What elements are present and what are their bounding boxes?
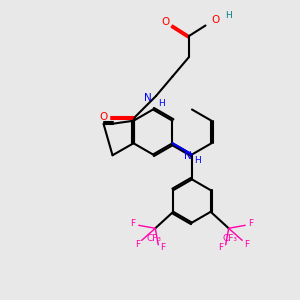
Text: N: N — [184, 152, 192, 161]
Text: CF₃: CF₃ — [146, 234, 161, 243]
Text: F: F — [244, 240, 249, 249]
Text: H: H — [194, 156, 201, 165]
Text: H: H — [225, 11, 231, 20]
Text: CF₃: CF₃ — [223, 234, 238, 243]
Text: F: F — [219, 243, 224, 252]
Text: O: O — [212, 15, 220, 26]
Text: F: F — [135, 240, 140, 249]
Text: F: F — [130, 219, 135, 228]
Text: H: H — [158, 99, 165, 108]
Text: F: F — [160, 243, 165, 252]
Text: F: F — [249, 219, 254, 228]
Text: O: O — [99, 112, 108, 122]
Text: N: N — [144, 93, 152, 103]
Text: O: O — [162, 17, 170, 27]
